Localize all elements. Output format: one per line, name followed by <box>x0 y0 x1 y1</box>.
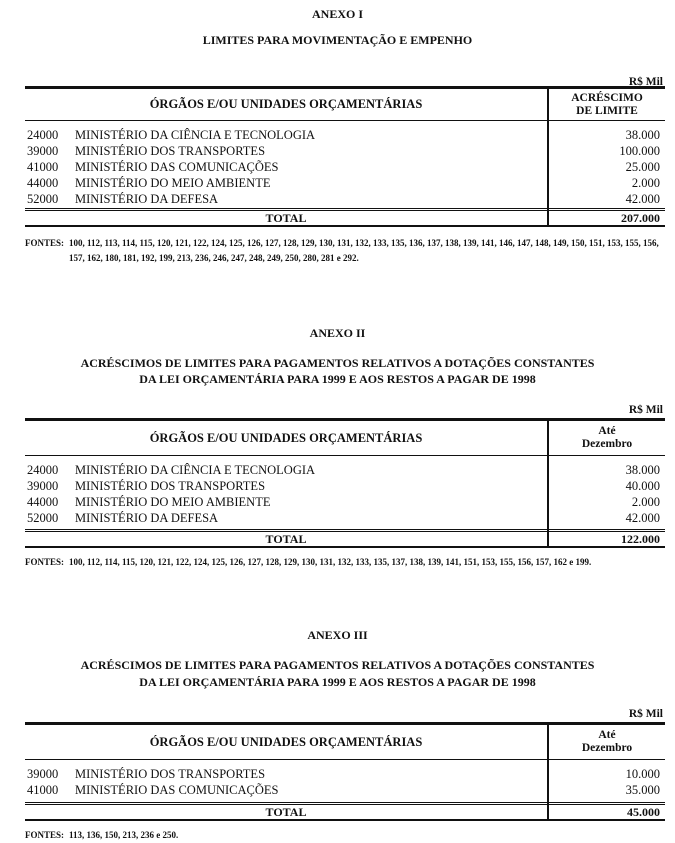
row-value: 10.000 <box>625 767 660 781</box>
organ-code: 39000 <box>27 144 59 158</box>
organ-code: 44000 <box>27 176 59 190</box>
organ-name: MINISTÉRIO DOS TRANSPORTES <box>75 479 266 493</box>
table-row: 52000 MINISTÉRIO DA DEFESA 42.000 <box>25 510 665 526</box>
organ-code: 39000 <box>27 479 59 493</box>
organ-code: 52000 <box>27 511 59 525</box>
organ-name: MINISTÉRIO DO MEIO AMBIENTE <box>75 176 271 190</box>
table-header: ÓRGÃOS E/OU UNIDADES ORÇAMENTÁRIAS Até Dez… <box>25 725 665 760</box>
fontes-list: 100, 112, 114, 115, 120, 121, 122, 124, … <box>69 557 592 567</box>
organ-name: MINISTÉRIO DOS TRANSPORTES <box>75 767 266 781</box>
total-label: TOTAL <box>265 805 307 819</box>
table-row: 41000 MINISTÉRIO DAS COMUNICAÇÕES 35.000 <box>25 782 665 798</box>
fontes-note: FONTES: 113, 136, 150, 213, 236 e 250. <box>25 828 665 843</box>
organ-name: MINISTÉRIO DA CIÊNCIA E TECNOLOGIA <box>75 463 316 477</box>
annex-title: ANEXO I <box>311 7 363 21</box>
table-row: 24000 MINISTÉRIO DA CIÊNCIA E TECNOLOGIA 3… <box>25 127 665 143</box>
header-organs: ÓRGÃOS E/OU UNIDADES ORÇAMENTÁRIAS <box>149 734 423 749</box>
organ-code: 24000 <box>27 463 59 477</box>
organ-name: MINISTÉRIO DA CIÊNCIA E TECNOLOGIA <box>75 128 316 142</box>
table-row: 39000 MINISTÉRIO DOS TRANSPORTES 40.000 <box>25 478 665 494</box>
organ-code: 41000 <box>27 783 59 797</box>
table-header: ÓRGÃOS E/OU UNIDADES ORÇAMENTÁRIAS ACRÉSC… <box>25 89 665 121</box>
table-row: 52000 MINISTÉRIO DA DEFESA 42.000 <box>25 191 665 207</box>
header-value-line: Até <box>598 729 616 741</box>
total-row: TOTAL 122.000 <box>25 529 665 548</box>
fontes-list: 100, 112, 113, 114, 115, 120, 121, 122, … <box>69 238 659 263</box>
total-value: 122.000 <box>621 532 660 546</box>
fontes-label: FONTES: <box>25 830 65 840</box>
fontes-label: FONTES: <box>25 238 65 248</box>
organ-code: 39000 <box>27 767 59 781</box>
organ-code: 44000 <box>27 495 59 509</box>
organ-name: MINISTÉRIO DO MEIO AMBIENTE <box>75 495 271 509</box>
row-value: 38.000 <box>625 128 660 142</box>
organ-name: MINISTÉRIO DAS COMUNICAÇÕES <box>75 783 279 797</box>
column-divider <box>547 89 549 225</box>
header-value-column: ACRÉSCIMO DE LIMITE <box>549 89 665 120</box>
annex-subtitle: ACRÉSCIMOS DE LIMITES PARA PAGAMENTOS RE… <box>80 356 595 370</box>
annex-title: ANEXO II <box>309 326 366 340</box>
header-value-column: Até Dezembro <box>549 421 665 455</box>
row-value: 35.000 <box>625 783 660 797</box>
table-header: ÓRGÃOS E/OU UNIDADES ORÇAMENTÁRIAS Até Dez… <box>25 421 665 456</box>
annex-subtitle: DA LEI ORÇAMENTÁRIA PARA 1999 E AOS REST… <box>139 372 536 386</box>
unit-label: R$ Mil <box>628 76 663 88</box>
fontes-label: FONTES: <box>25 557 65 567</box>
organ-name: MINISTÉRIO DA DEFESA <box>75 511 219 525</box>
column-divider <box>547 421 549 546</box>
row-value: 42.000 <box>625 192 660 206</box>
organ-name: MINISTÉRIO DA DEFESA <box>75 192 219 206</box>
row-value: 40.000 <box>625 479 660 493</box>
total-value: 45.000 <box>627 805 660 819</box>
header-value-line: Dezembro <box>581 742 633 754</box>
total-label: TOTAL <box>265 532 307 546</box>
header-value-line: Dezembro <box>581 438 633 450</box>
row-value: 100.000 <box>619 144 660 158</box>
organ-code: 24000 <box>27 128 59 142</box>
organ-name: MINISTÉRIO DOS TRANSPORTES <box>75 144 266 158</box>
table-row: 24000 MINISTÉRIO DA CIÊNCIA E TECNOLOGIA 3… <box>25 462 665 478</box>
annex-subtitle: ACRÉSCIMOS DE LIMITES PARA PAGAMENTOS RE… <box>80 658 595 672</box>
annex-subtitle: DA LEI ORÇAMENTÁRIA PARA 1999 E AOS REST… <box>139 675 536 689</box>
annex-title: ANEXO III <box>307 628 368 642</box>
total-label: TOTAL <box>265 211 307 225</box>
table-row: 39000 MINISTÉRIO DOS TRANSPORTES 100.000 <box>25 143 665 159</box>
row-value: 2.000 <box>631 495 660 509</box>
header-organs: ÓRGÃOS E/OU UNIDADES ORÇAMENTÁRIAS <box>149 430 423 445</box>
total-row: TOTAL 45.000 <box>25 802 665 821</box>
organ-code: 52000 <box>27 192 59 206</box>
column-divider <box>547 725 549 819</box>
budget-table: ÓRGÃOS E/OU UNIDADES ORÇAMENTÁRIAS Até Dez… <box>25 418 665 549</box>
row-value: 38.000 <box>625 463 660 477</box>
organ-name: MINISTÉRIO DAS COMUNICAÇÕES <box>75 160 279 174</box>
row-value: 2.000 <box>631 176 660 190</box>
header-value-line: DE LIMITE <box>576 104 638 117</box>
annex-subtitle: LIMITES PARA MOVIMENTAÇÃO E EMPENHO <box>202 33 473 47</box>
header-organs: ÓRGÃOS E/OU UNIDADES ORÇAMENTÁRIAS <box>149 97 423 111</box>
total-row: TOTAL 207.000 <box>25 208 665 227</box>
fontes-note: FONTES: 100, 112, 114, 115, 120, 121, 122… <box>25 555 665 570</box>
fontes-note: FONTES: 100, 112, 113, 114, 115, 120, 121… <box>25 236 665 266</box>
unit-label: R$ Mil <box>628 404 663 416</box>
total-value: 207.000 <box>621 211 660 225</box>
organ-code: 41000 <box>27 160 59 174</box>
table-row: 44000 MINISTÉRIO DO MEIO AMBIENTE 2.000 <box>25 494 665 510</box>
budget-table: ÓRGÃOS E/OU UNIDADES ORÇAMENTÁRIAS Até Dez… <box>25 722 665 822</box>
row-value: 25.000 <box>625 160 660 174</box>
table-row: 44000 MINISTÉRIO DO MEIO AMBIENTE 2.000 <box>25 175 665 191</box>
budget-table: ÓRGÃOS E/OU UNIDADES ORÇAMENTÁRIAS ACRÉSC… <box>25 86 665 228</box>
table-row: 39000 MINISTÉRIO DOS TRANSPORTES 10.000 <box>25 766 665 782</box>
header-value-line: Até <box>598 425 616 437</box>
row-value: 42.000 <box>625 511 660 525</box>
unit-label: R$ Mil <box>628 708 663 720</box>
table-row: 41000 MINISTÉRIO DAS COMUNICAÇÕES 25.000 <box>25 159 665 175</box>
fontes-list: 113, 136, 150, 213, 236 e 250. <box>69 830 179 840</box>
header-value-line: ACRÉSCIMO <box>571 91 643 104</box>
header-value-column: Até Dezembro <box>549 725 665 759</box>
